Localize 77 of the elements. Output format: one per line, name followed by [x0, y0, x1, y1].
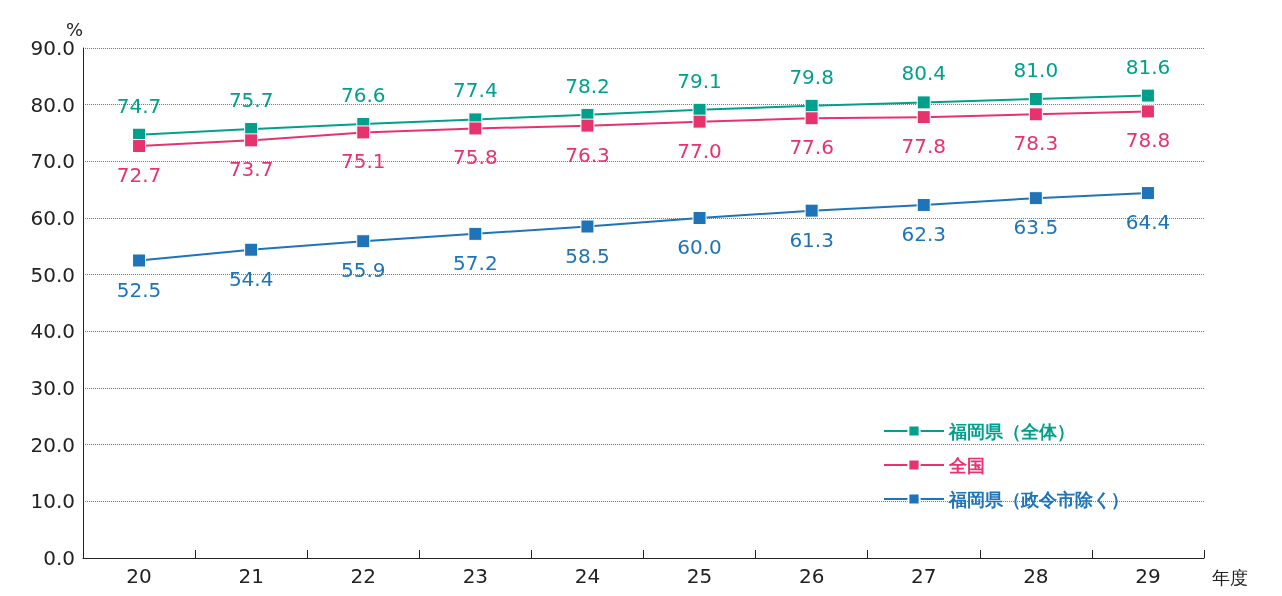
- x-tick-label: 23: [462, 564, 489, 588]
- point: [132, 139, 147, 154]
- point: [1028, 107, 1043, 122]
- point: [1140, 88, 1155, 103]
- data-label: 55.9: [340, 258, 386, 283]
- point: [916, 95, 931, 110]
- y-tick-label: 0.0: [43, 546, 75, 570]
- x-tick-label: 27: [911, 564, 937, 588]
- x-tick-label: 28: [1023, 564, 1049, 588]
- point: [692, 114, 707, 129]
- data-label: 76.6: [340, 82, 386, 107]
- data-label: 58.5: [565, 243, 610, 268]
- x-tick-label: 26: [798, 564, 825, 588]
- point: [356, 234, 371, 249]
- data-label: 60.0: [677, 235, 722, 259]
- legend-label: 福岡県（政令市除く）: [948, 488, 1129, 510]
- data-label: 79.1: [677, 68, 722, 93]
- data-label: 77.0: [677, 138, 722, 163]
- point: [1140, 186, 1155, 201]
- x-tick-label: 21: [238, 564, 264, 588]
- data-label: 75.7: [228, 88, 274, 113]
- point: [244, 133, 259, 148]
- y-tick-label: 50.0: [30, 262, 75, 287]
- point: [468, 226, 483, 241]
- data-label: 63.5: [1013, 215, 1059, 240]
- point: [468, 121, 483, 136]
- data-label: 78.3: [1013, 131, 1059, 156]
- data-label: 81.6: [1125, 54, 1171, 79]
- point: [916, 197, 931, 212]
- data-label: 77.8: [901, 134, 947, 159]
- point: [1028, 92, 1043, 106]
- data-label: 80.4: [901, 61, 947, 86]
- point: [804, 111, 819, 126]
- data-label: 64.4: [1125, 210, 1171, 235]
- y-tick-label: 40.0: [30, 319, 75, 344]
- point: [580, 219, 595, 234]
- y-tick-label: 20.0: [30, 432, 75, 457]
- data-label: 62.3: [901, 221, 947, 246]
- data-label: 77.6: [789, 135, 834, 160]
- data-label: 81.0: [1013, 58, 1059, 82]
- point: [580, 118, 595, 133]
- point: [804, 203, 819, 218]
- point: [692, 102, 707, 117]
- x-tick-label: 25: [686, 564, 713, 588]
- point: [692, 211, 707, 225]
- y-tick-label: 80.0: [30, 92, 75, 117]
- data-label: 75.1: [340, 149, 386, 174]
- point: [1140, 104, 1155, 119]
- legend-label: 福岡県（全体）: [948, 420, 1075, 442]
- data-label: 54.4: [228, 266, 274, 291]
- y-tick-label: 60.0: [30, 206, 75, 230]
- point: [1028, 191, 1043, 206]
- point: [132, 253, 147, 268]
- data-label: 72.7: [116, 163, 162, 188]
- y-tick-label: 70.0: [30, 149, 75, 174]
- point: [244, 242, 259, 257]
- data-label: 75.8: [453, 145, 498, 170]
- data-label: 74.7: [116, 93, 162, 118]
- data-label: 78.8: [1125, 128, 1171, 153]
- y-tick-label: 30.0: [30, 376, 75, 400]
- legend-label: 全国: [948, 454, 985, 476]
- data-label: 57.2: [453, 250, 498, 275]
- data-label: 77.4: [453, 78, 498, 103]
- point: [356, 125, 371, 140]
- data-label: 52.5: [116, 277, 162, 302]
- data-label: 61.3: [789, 227, 834, 252]
- data-label: 73.7: [228, 157, 274, 182]
- x-tick-label: 22: [350, 564, 376, 588]
- x-tick-label: 24: [574, 564, 601, 588]
- x-tick-label: 20: [126, 564, 152, 588]
- x-tick-label: 29: [1135, 564, 1161, 588]
- point: [916, 110, 931, 125]
- y-tick-label: 10.0: [30, 489, 75, 514]
- data-label: 78.2: [565, 73, 610, 98]
- data-label: 76.3: [565, 142, 610, 167]
- x-axis-title: 年度: [1212, 566, 1248, 588]
- data-label: 79.8: [789, 64, 834, 89]
